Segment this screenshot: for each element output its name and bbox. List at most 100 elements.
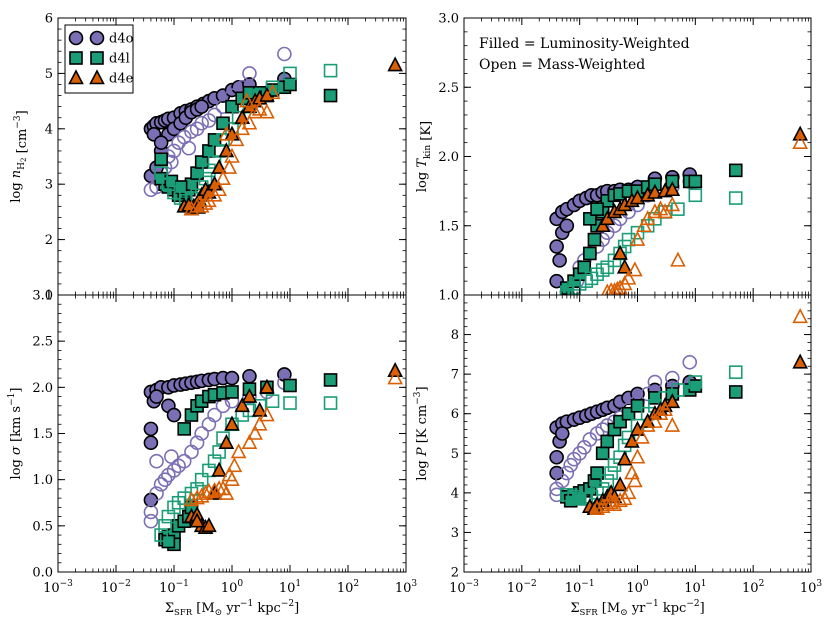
point-d4l-open-17 bbox=[688, 188, 703, 203]
point-d4l-filled-20 bbox=[728, 163, 743, 178]
point-d4l-open-18 bbox=[283, 66, 297, 81]
point-d4e-open-12 bbox=[241, 433, 258, 450]
x-tick-labels-sigma: 10−3 10−2 10−1 100 101 102 103 bbox=[43, 579, 417, 596]
series-d4o-open bbox=[549, 354, 698, 503]
point-d4l-open-19 bbox=[323, 396, 338, 410]
point-d4e-open-8 bbox=[629, 230, 646, 246]
point-d4o-filled-17 bbox=[549, 273, 564, 289]
point-d4l-filled-7 bbox=[595, 446, 610, 461]
legend-marker-d4o bbox=[68, 30, 84, 46]
point-d4o-open-19 bbox=[149, 453, 164, 469]
y-tick-label: 2 bbox=[45, 233, 53, 248]
point-d4l-open-0 bbox=[154, 528, 168, 542]
x-tick-label: 101 bbox=[684, 579, 706, 596]
point-d4l-open-0 bbox=[560, 285, 574, 295]
point-d4l-filled-17 bbox=[688, 174, 703, 189]
point-d4o-open-6 bbox=[166, 463, 182, 478]
y-axis-label-sigma: log σ [km s−1] bbox=[7, 388, 24, 480]
point-d4e-open-14 bbox=[251, 100, 268, 116]
point-d4e-open-5 bbox=[206, 482, 223, 498]
point-d4l-open-19 bbox=[728, 365, 743, 379]
point-d4o-open-16 bbox=[242, 66, 257, 81]
point-d4e-open-18 bbox=[264, 84, 281, 100]
point-d4l-filled-12 bbox=[630, 398, 645, 413]
point-d4e-filled-10 bbox=[241, 387, 258, 403]
point-d4l-filled-8 bbox=[600, 434, 615, 449]
y-tick-label: 6 bbox=[451, 407, 459, 422]
legend-entry-d4e: d4e bbox=[68, 69, 134, 87]
y-tick-label: 4 bbox=[451, 486, 459, 501]
point-d4e-open-7 bbox=[620, 484, 637, 500]
point-d4e-open-7 bbox=[627, 261, 643, 277]
point-d4e-open-14 bbox=[657, 401, 673, 417]
x-ticks-nH2 bbox=[57, 18, 407, 295]
point-d4e-open-13 bbox=[247, 103, 263, 119]
point-d4e-open-13 bbox=[652, 404, 669, 421]
point-d4e-open-3 bbox=[197, 484, 214, 500]
point-d4l-open-7 bbox=[600, 260, 615, 275]
legend-label-d4l: d4l bbox=[109, 52, 130, 67]
point-d4o-open-17 bbox=[647, 374, 663, 390]
point-d4e-open-0 bbox=[183, 491, 200, 507]
point-d4l-open-12 bbox=[630, 225, 645, 240]
point-d4e-open-14 bbox=[664, 196, 681, 212]
point-d4e-open-8 bbox=[221, 158, 238, 174]
y-axis-label-pressure: log P [K cm−3] bbox=[413, 386, 430, 480]
point-d4l-open-18 bbox=[283, 396, 297, 410]
panel-Tkin: 1.0 1.5 2.0 2.5 3.0 log Tkin [K] bbox=[415, 12, 812, 304]
series-d4l-filled bbox=[560, 163, 743, 295]
x-axis-label-pressure: ΣSFR [M⊙ yr−1 kpc−2] bbox=[570, 599, 704, 618]
y-tick-label: 5 bbox=[451, 447, 459, 462]
point-d4l-open-10 bbox=[617, 239, 632, 254]
legend-label-d4e: d4e bbox=[109, 72, 134, 87]
point-d4e-filled-9 bbox=[211, 158, 227, 174]
point-d4e-open-16 bbox=[792, 133, 808, 149]
point-d4e-open-11 bbox=[647, 203, 663, 219]
point-d4e-filled-13 bbox=[792, 125, 808, 141]
point-d4o-open-20 bbox=[164, 449, 179, 464]
y-tick-label: 4 bbox=[45, 122, 53, 137]
point-d4l-filled-20 bbox=[283, 77, 297, 92]
y-tick-label: 3 bbox=[45, 178, 53, 193]
point-d4e-filled-12 bbox=[259, 378, 275, 394]
point-d4e-filled-14 bbox=[664, 393, 681, 409]
series-d4e-filled bbox=[183, 361, 403, 534]
point-d4e-open-0 bbox=[589, 499, 605, 515]
point-d4e-open-11 bbox=[639, 416, 656, 432]
point-d4e-open-1 bbox=[604, 282, 618, 295]
legend-marker-d4l bbox=[69, 51, 83, 65]
y-tick-label: 3.0 bbox=[438, 12, 459, 27]
x-ticks-sigma bbox=[57, 295, 407, 572]
point-d4e-open-13 bbox=[247, 424, 263, 440]
point-d4e-open-8 bbox=[218, 484, 235, 500]
point-d4l-filled-9 bbox=[194, 155, 209, 169]
y-tick-label: 1.5 bbox=[32, 427, 53, 442]
point-d4e-filled-7 bbox=[218, 433, 235, 450]
x-tick-label: 102 bbox=[742, 579, 764, 596]
point-d4o-open-11 bbox=[194, 426, 209, 441]
x-tick-label: 100 bbox=[626, 579, 649, 596]
point-d4e-open-0 bbox=[183, 200, 200, 216]
point-d4e-open-15 bbox=[664, 416, 681, 432]
point-d4e-filled-7 bbox=[616, 450, 633, 466]
point-d4e-open-8 bbox=[627, 472, 643, 488]
point-d4l-open-19 bbox=[323, 63, 338, 78]
panel-nH2: 1 2 3 4 5 6 log nH2 [cm−3] bbox=[9, 12, 407, 304]
y-tick-label: 0.0 bbox=[32, 566, 53, 581]
y-axis-label-nH2: log nH2 [cm−3] bbox=[9, 110, 30, 202]
x-ticks-pressure bbox=[463, 295, 812, 572]
point-d4e-filled-12 bbox=[616, 258, 633, 274]
point-d4l-open-7 bbox=[600, 474, 615, 488]
point-d4l-open-7 bbox=[190, 482, 204, 496]
point-d4l-open-10 bbox=[207, 454, 222, 469]
point-d4o-filled-22 bbox=[166, 407, 182, 423]
legend-marker-d4l-2 bbox=[90, 51, 104, 65]
point-d4e-filled-6 bbox=[211, 461, 227, 477]
legend-label-d4o: d4o bbox=[109, 32, 134, 47]
point-d4e-filled-4 bbox=[201, 517, 217, 533]
y-axis-label-Tkin: log Tkin [K] bbox=[415, 121, 434, 192]
point-d4l-open-0 bbox=[560, 488, 574, 502]
x-tick-label: 10−1 bbox=[565, 579, 595, 596]
point-d4l-open-11 bbox=[621, 232, 636, 247]
point-d4e-filled-11 bbox=[612, 244, 628, 260]
